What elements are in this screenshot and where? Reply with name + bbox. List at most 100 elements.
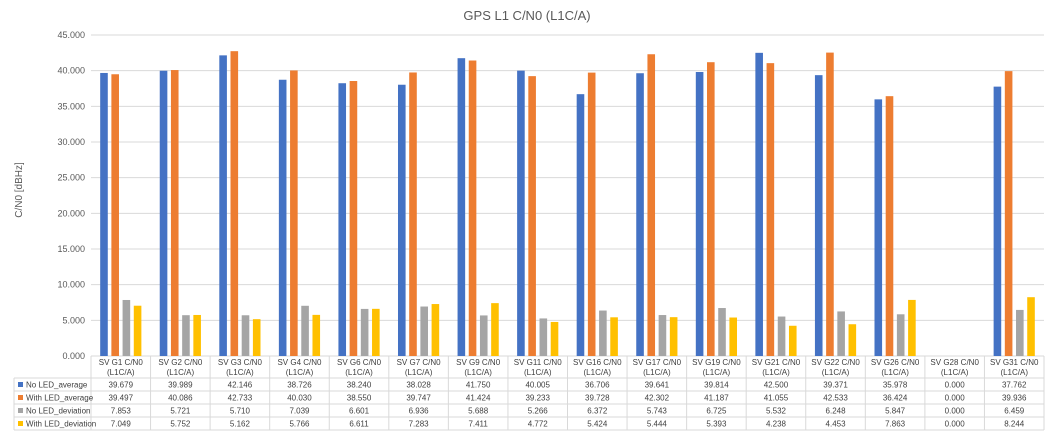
data-label: 7.049 — [111, 420, 132, 429]
legend-swatch — [18, 382, 23, 387]
bar — [1016, 309, 1024, 356]
bar — [587, 72, 596, 356]
bar — [241, 315, 250, 356]
x-tick-label: SV G7 C/N0 — [397, 358, 442, 367]
data-label: 4.772 — [528, 420, 549, 429]
data-label: 0.000 — [945, 407, 966, 416]
x-tick-label: SV G6 C/N0 — [337, 358, 382, 367]
data-label: 7.283 — [409, 420, 430, 429]
bar — [729, 317, 738, 356]
bar — [517, 70, 525, 357]
bar — [896, 314, 905, 356]
data-label: 6.372 — [587, 407, 608, 416]
bar — [290, 70, 298, 356]
bar — [278, 79, 287, 357]
y-tick-label: 25.000 — [57, 173, 85, 183]
data-label: 6.611 — [349, 420, 369, 429]
data-label: 5.393 — [706, 420, 727, 429]
bar — [610, 317, 618, 356]
legend-swatch — [18, 395, 23, 400]
bar — [826, 52, 834, 357]
bar — [848, 324, 857, 356]
data-label: 38.240 — [347, 381, 372, 390]
data-label: 38.550 — [347, 394, 372, 403]
x-tick-label: (L1C/A) — [345, 368, 373, 377]
bar — [159, 70, 168, 357]
legend-label: No LED_average — [26, 381, 88, 390]
data-label: 38.726 — [287, 381, 312, 390]
y-tick-label: 40.000 — [57, 66, 85, 76]
data-label: 5.847 — [885, 407, 906, 416]
data-label: 5.710 — [230, 407, 251, 416]
data-label: 39.679 — [109, 381, 134, 390]
bar — [669, 317, 678, 356]
bar — [479, 315, 488, 356]
legend-label: With LED_average — [26, 394, 94, 403]
x-tick-label: (L1C/A) — [703, 368, 731, 377]
data-label: 4.238 — [766, 420, 787, 429]
bar — [349, 81, 358, 356]
bar — [658, 315, 667, 356]
data-label: 40.005 — [525, 381, 550, 390]
data-label: 42.146 — [228, 381, 253, 390]
x-tick-label: (L1C/A) — [107, 368, 135, 377]
bar — [908, 299, 916, 356]
y-tick-label: 15.000 — [57, 244, 85, 254]
x-tick-label: SV G9 C/N0 — [456, 358, 501, 367]
y-tick-label: 35.000 — [57, 101, 85, 111]
bar — [122, 299, 131, 356]
data-label: 7.863 — [885, 420, 906, 429]
data-label: 41.055 — [764, 394, 789, 403]
y-tick-label: 30.000 — [57, 137, 85, 147]
x-tick-label: SV G22 C/N0 — [811, 358, 860, 367]
bar — [193, 314, 201, 356]
bar — [219, 55, 227, 357]
bar — [170, 70, 179, 357]
bar — [647, 54, 656, 357]
data-label: 5.721 — [170, 407, 191, 416]
bar — [766, 63, 775, 357]
data-label: 42.500 — [764, 381, 789, 390]
data-label: 36.706 — [585, 381, 610, 390]
bar — [550, 321, 559, 356]
data-label: 41.424 — [466, 394, 491, 403]
bar — [837, 311, 845, 356]
bar — [539, 318, 548, 356]
bar — [301, 305, 309, 356]
data-label: 39.233 — [525, 394, 550, 403]
bar — [111, 74, 119, 356]
bar — [182, 315, 190, 356]
legend-label: No LED_deviation — [26, 407, 90, 416]
legend-swatch — [18, 408, 23, 413]
x-tick-label: SV G1 C/N0 — [99, 358, 144, 367]
bar — [814, 75, 823, 356]
x-tick-label: (L1C/A) — [524, 368, 552, 377]
bar — [718, 308, 726, 356]
data-label: 40.086 — [168, 394, 193, 403]
data-label: 5.766 — [289, 420, 310, 429]
x-tick-label: (L1C/A) — [405, 368, 433, 377]
data-label: 42.302 — [645, 394, 670, 403]
bar — [431, 304, 440, 356]
bar — [420, 306, 428, 356]
chart-title: GPS L1 C/N0 (L1C/A) — [463, 8, 590, 23]
legend-label: With LED_deviation — [26, 420, 96, 429]
data-label: 38.028 — [406, 381, 431, 390]
data-label: 8.244 — [1004, 420, 1025, 429]
bar — [230, 51, 239, 357]
data-label: 39.641 — [645, 381, 670, 390]
x-tick-label: (L1C/A) — [643, 368, 671, 377]
data-label: 6.936 — [409, 407, 430, 416]
gridlines — [91, 34, 1044, 357]
x-tick-label: SV G16 C/N0 — [573, 358, 622, 367]
bar — [360, 308, 369, 356]
bar — [312, 314, 321, 356]
bars — [100, 51, 1035, 357]
legend-swatch — [18, 421, 23, 426]
data-label: 5.532 — [766, 407, 787, 416]
x-tick-label: SV G26 C/N0 — [871, 358, 920, 367]
bar — [1027, 297, 1035, 356]
bar — [528, 76, 536, 356]
bar — [788, 325, 797, 356]
